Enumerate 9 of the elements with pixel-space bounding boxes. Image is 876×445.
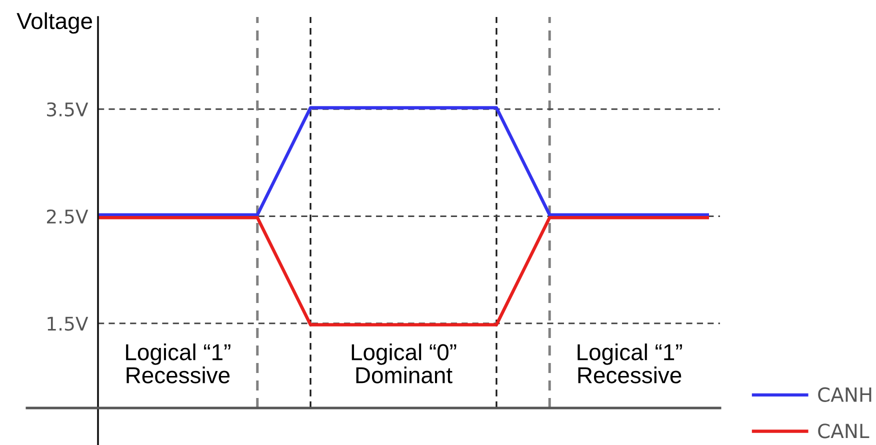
y-tick-label: 3.5V — [47, 102, 88, 117]
annotation: Logical “1” Recessive — [126, 343, 230, 384]
y-tick-label: 1.5V — [48, 316, 88, 331]
legend-label: CANL — [818, 424, 870, 438]
annotation: Logical “1” Recessive — [578, 343, 682, 384]
y-tick-label: 2.5V — [47, 209, 88, 224]
annotation: Logical “0” Dominant — [352, 343, 456, 384]
y-axis-title: Voltage — [16, 12, 92, 34]
legend-label: CANH — [818, 387, 872, 402]
